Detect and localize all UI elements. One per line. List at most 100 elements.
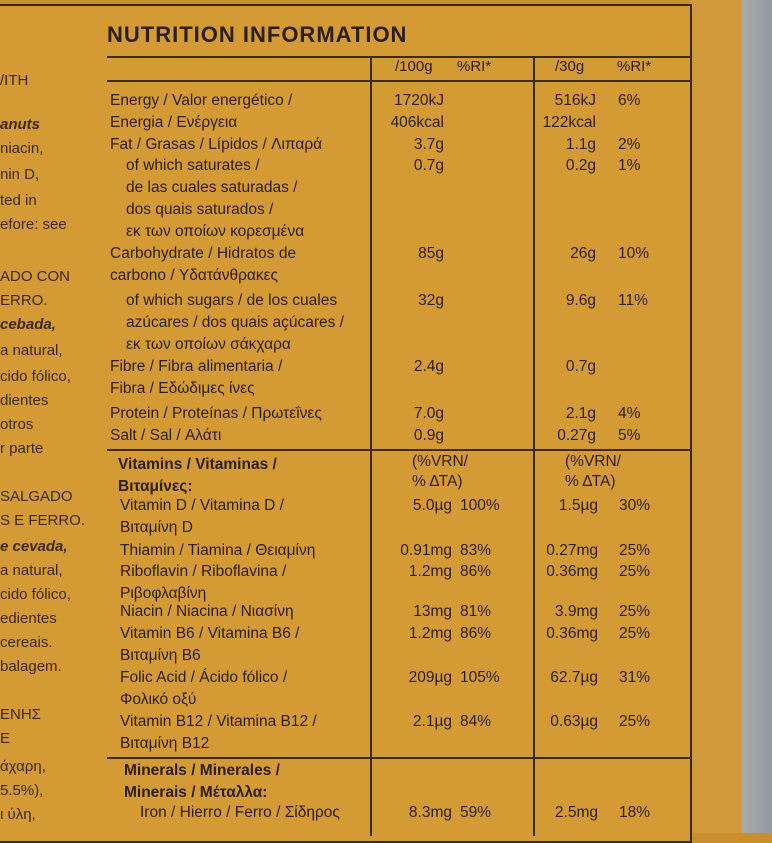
vitamin-vrn-100g: 86% [460, 625, 492, 642]
vitamin-value-30g: 1.5µg [558, 497, 598, 514]
ingredients-fragment: ted in [0, 192, 37, 209]
vitamin-value-100g: 0.91mg [400, 542, 452, 559]
header-per-100g: /100g [395, 58, 433, 75]
ingredients-fragment: άχαρη, [0, 758, 46, 775]
minerals-heading: Minerals / Minerales / [124, 762, 280, 779]
vrn-header-100g: (%VRN/ [412, 453, 468, 470]
ingredients-fragment: balagem. [0, 658, 62, 675]
vitamin-label: Βιταμίνη Β6 [120, 647, 201, 664]
vitamin-vrn-100g: 100% [460, 497, 500, 514]
nutrient-label: dos quais saturados / [126, 201, 274, 218]
vitamin-label: Βιταμίνη D [120, 519, 193, 536]
ingredients-fragment: a natural, [0, 562, 63, 579]
value-per-100g: 406kcal [390, 114, 444, 131]
vitamin-value-100g: 2.1µg [412, 713, 452, 730]
header-top-rule [107, 56, 692, 58]
vitamin-label: Thiamin / Tiamina / Θειαμίνη [120, 542, 316, 559]
value-per-100g: 0.7g [413, 157, 444, 174]
header-bottom-rule [107, 80, 692, 82]
ingredients-fragment: cido fólico, [0, 586, 71, 603]
header-per-30g: /30g [555, 58, 585, 75]
ingredients-fragment: dientes [0, 392, 49, 409]
vitamin-vrn-30g: 25% [619, 713, 651, 730]
value-per-30g: 0.27g [557, 427, 596, 444]
ri-per-30g: 2% [618, 136, 641, 153]
ri-per-30g: 5% [618, 427, 641, 444]
ingredients-fragment: ι ύλη, [0, 806, 36, 823]
ri-per-30g: 6% [618, 92, 641, 109]
vitamin-vrn-30g: 31% [619, 669, 651, 686]
vitamin-vrn-30g: 30% [619, 497, 651, 514]
box-edge [690, 0, 742, 833]
nutrient-label: Salt / Sal / Αλάτι [110, 427, 222, 444]
mineral-ri-30g: 18% [619, 804, 651, 821]
nutrient-label: Fibre / Fibra alimentaria / [110, 358, 283, 375]
nutrient-label: Protein / Proteínas / Πρωτεΐνες [110, 405, 322, 422]
vitamin-value-100g: 209µg [408, 669, 452, 686]
vitamin-value-100g: 1.2mg [408, 625, 452, 642]
vitamin-vrn-100g: 83% [460, 542, 492, 559]
nutrient-label: azúcares / dos quais açúcares / [126, 314, 344, 331]
vitamin-value-100g: 5.0µg [412, 497, 452, 514]
value-per-30g: 0.2g [565, 157, 596, 174]
vitamin-value-30g: 62.7µg [550, 669, 598, 686]
vitamin-vrn-100g: 86% [460, 563, 492, 580]
value-per-30g: 0.7g [565, 358, 596, 375]
vitamin-label: Vitamin D / Vitamina D / [120, 497, 284, 514]
ri-per-30g: 1% [618, 157, 641, 174]
vitamin-vrn-30g: 25% [619, 625, 651, 642]
vitamin-value-30g: 0.63µg [550, 713, 598, 730]
value-per-30g: 516kJ [554, 92, 596, 109]
mineral-value-100g: 8.3mg [408, 804, 452, 821]
vrn-header-30g: % ΔΤΑ) [565, 473, 616, 490]
value-per-100g: 0.9g [413, 427, 444, 444]
vitamin-value-100g: 1.2mg [408, 563, 452, 580]
vrn-header-100g: % ΔΤΑ) [412, 473, 463, 490]
vitamin-value-100g: 13mg [413, 603, 452, 620]
value-per-100g: 2.4g [413, 358, 444, 375]
ingredients-fragment: ERRO. [0, 292, 48, 309]
vitamin-value-30g: 3.9mg [554, 603, 598, 620]
mineral-label: Iron / Hierro / Ferro / Σίδηρος [140, 804, 340, 821]
vitamin-value-30g: 0.36mg [546, 625, 598, 642]
vitamin-label: Vitamin B6 / Vitamina B6 / [120, 625, 300, 642]
ingredients-fragment: cido fólico, [0, 368, 71, 385]
vitamin-label: Ριβοφλαβίνη [120, 585, 207, 602]
vitamin-label: Folic Acid / Ácido fólico / [120, 669, 288, 686]
ingredients-fragment: nin D, [0, 166, 40, 183]
ingredients-fragment: E [0, 730, 11, 747]
ingredients-fragment: SALGADO [0, 488, 73, 505]
vitamin-value-30g: 0.27mg [546, 542, 598, 559]
vitamins-heading: Vitamins / Vitaminas / [118, 456, 277, 473]
nutrient-label: of which saturates / [126, 157, 260, 174]
vitamin-value-30g: 0.36mg [546, 563, 598, 580]
value-per-30g: 9.6g [565, 292, 596, 309]
ri-per-30g: 10% [618, 245, 650, 262]
mineral-value-30g: 2.5mg [554, 804, 598, 821]
vitamins-heading: Βιταμίνες: [118, 478, 193, 495]
minerals-heading: Minerais / Μέταλλα: [124, 784, 268, 801]
vitamin-label: Riboflavin / Riboflavina / [120, 563, 287, 580]
ingredients-fragment: efore: see [0, 216, 67, 233]
adjacent-ingredients-text: /ITH anuts niacin, nin D, ted in efore: see AD… [0, 0, 100, 833]
nutrient-label: Fat / Grasas / Lípidos / Λιπαρά [110, 136, 323, 153]
ri-per-30g: 4% [618, 405, 641, 422]
ingredients-fragment: edientes [0, 610, 57, 627]
vrn-header-30g: (%VRN/ [565, 453, 621, 470]
ingredients-fragment: S E FERRO. [0, 512, 86, 529]
vitamin-label: Φολικό οξύ [120, 691, 197, 708]
ingredients-fragment: niacin, [0, 140, 44, 157]
nutrient-label: of which sugars / de los cuales [126, 292, 338, 309]
ingredients-fragment: otros [0, 416, 34, 433]
nutrient-label: εκ των οποίων σάκχαρα [126, 336, 291, 353]
nutrient-label: de las cuales saturadas / [126, 179, 298, 196]
vitamin-vrn-30g: 25% [619, 542, 651, 559]
mineral-ri-100g: 59% [460, 804, 492, 821]
vitamin-vrn-100g: 105% [460, 669, 500, 686]
vitamin-vrn-30g: 25% [619, 603, 651, 620]
header-ri-100g: %RI* [457, 58, 492, 75]
nutrient-label: Carbohydrate / Hidratos de [110, 245, 297, 262]
ingredients-fragment: cebada, [0, 316, 56, 333]
column-divider-1 [370, 56, 372, 836]
value-per-100g: 7.0g [413, 405, 444, 422]
